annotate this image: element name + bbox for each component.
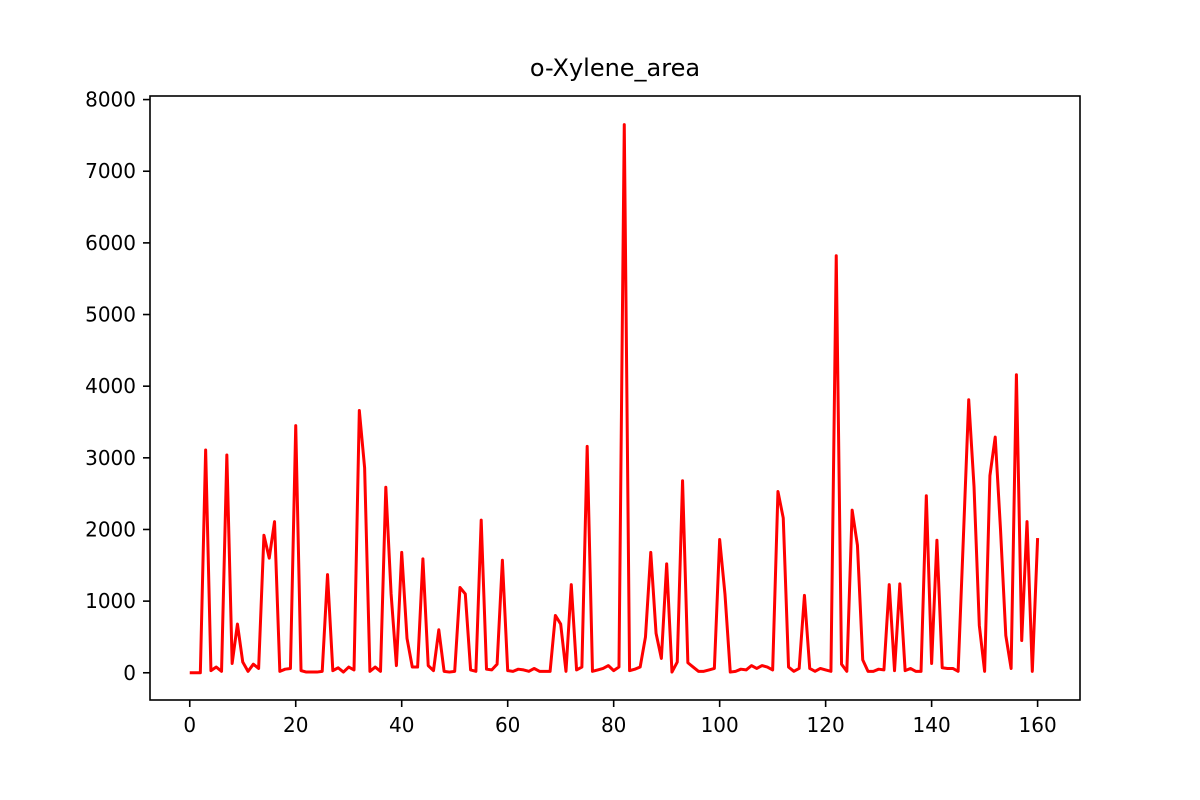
y-tick-label: 3000 (85, 446, 136, 470)
x-tick-label: 160 (1019, 713, 1057, 737)
series-group (189, 123, 1040, 675)
y-tick-label: 0 (123, 661, 136, 685)
y-axis: 0 1000 2000 3000 4000 5000 6000 7000 8000 (85, 88, 150, 685)
plot-area (149, 95, 1081, 701)
x-tick-label: 0 (183, 713, 196, 737)
y-tick-label: 1000 (85, 589, 136, 613)
axes-frame (149, 95, 1081, 701)
y-tick-label: 8000 (85, 88, 136, 112)
x-tick-label: 140 (913, 713, 951, 737)
series-line-0 (189, 123, 1040, 675)
chart-title: o-Xylene_area (530, 54, 700, 82)
x-tick-label: 40 (389, 713, 414, 737)
y-tick-label: 2000 (85, 517, 136, 541)
x-tick-label: 60 (495, 713, 520, 737)
x-tick-label: 80 (601, 713, 626, 737)
x-tick-label: 120 (807, 713, 845, 737)
y-tick-label: 5000 (85, 303, 136, 327)
x-tick-label: 100 (701, 713, 739, 737)
x-tick-label: 20 (283, 713, 308, 737)
y-tick-label: 6000 (85, 231, 136, 255)
y-tick-label: 7000 (85, 159, 136, 183)
y-tick-label: 4000 (85, 374, 136, 398)
x-axis: 0 20 40 60 80 100 120 140 160 (183, 700, 1057, 737)
